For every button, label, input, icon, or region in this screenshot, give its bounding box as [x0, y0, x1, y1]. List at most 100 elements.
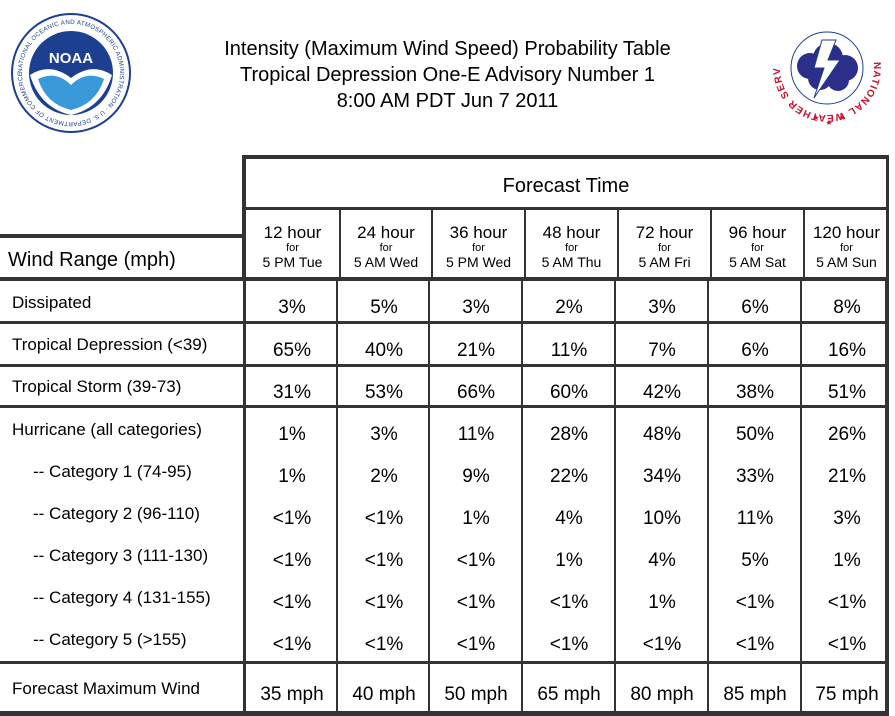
title-line-3: 8:00 AM PDT Jun 7 2011: [336, 90, 559, 112]
table-cell: 50 mph: [444, 684, 508, 705]
table-cell: 80 mph: [630, 684, 694, 705]
column-date: 5 PM Wed: [445, 254, 512, 270]
table-cell: 11%: [457, 424, 495, 445]
column-date: 5 AM Fri: [638, 254, 691, 270]
header-divider: [246, 207, 886, 210]
table-cell: <1%: [827, 592, 867, 613]
column-date: 5 PM Tue: [262, 254, 323, 270]
table-cell: 5%: [370, 297, 398, 318]
title-line-1: Intensity (Maximum Wind Speed) Probabili…: [224, 38, 671, 60]
table-cell: 1%: [278, 424, 306, 445]
table-cell: 1%: [462, 508, 490, 529]
table-cell: <1%: [272, 592, 312, 613]
column-for: for: [658, 242, 671, 254]
table-cell: 85 mph: [723, 684, 787, 705]
column-header: 24 hour for 5 AM Wed: [341, 210, 431, 277]
table-cell: <1%: [364, 550, 404, 571]
column-for: for: [751, 242, 764, 254]
row-label: Dissipated: [12, 293, 92, 312]
column-hour: 96 hour: [728, 223, 787, 242]
table-cell: 65 mph: [537, 684, 601, 705]
table-cell: 11%: [550, 340, 588, 361]
column-header: 48 hour for 5 AM Thu: [526, 210, 617, 277]
table-cell: 31%: [272, 382, 312, 403]
table-cell: 2%: [555, 297, 583, 318]
table-cell: 21%: [456, 340, 496, 361]
table-cell: 53%: [364, 382, 404, 403]
table-cell: 8%: [833, 297, 861, 318]
wind-range-label: Wind Range (mph): [8, 249, 176, 271]
nws-logo: NATIONAL WEATHER SERVICE: [766, 0, 885, 133]
table-cell: 3%: [462, 297, 490, 318]
row-label: -- Category 3 (111-130): [33, 546, 209, 565]
table-cell: 16%: [827, 340, 867, 361]
column-date: 5 AM Thu: [541, 254, 602, 270]
column-separator: [431, 210, 433, 277]
table-cell: 26%: [827, 424, 867, 445]
table-cell: <1%: [364, 508, 404, 529]
row-label: -- Category 5 (>155): [33, 630, 187, 649]
noaa-logo: NATIONAL OCEANIC AND ATMOSPHERIC ADMINIS…: [10, 12, 132, 134]
column-date: 5 AM Sat: [729, 254, 786, 270]
table-cell: 1%: [648, 592, 676, 613]
row-separator: [0, 364, 889, 367]
table-cell: 40%: [364, 340, 404, 361]
table-cell: <1%: [549, 592, 589, 613]
column-line: [336, 281, 338, 716]
table-cell: <1%: [549, 634, 589, 655]
table-bottom-border: [0, 711, 889, 716]
column-separator: [617, 210, 619, 277]
row-label: -- Category 1 (74-95): [33, 462, 192, 481]
table-cell: 22%: [549, 466, 589, 487]
column-header: 96 hour for 5 AM Sat: [712, 210, 803, 277]
column-line: [800, 281, 802, 716]
table-cell: 42%: [642, 382, 682, 403]
table-cell: 51%: [827, 382, 867, 403]
column-hour: 24 hour: [357, 223, 415, 242]
table-cell: <1%: [272, 550, 312, 571]
table-cell: 3%: [370, 424, 398, 445]
column-separator: [524, 210, 526, 277]
table-cell: 7%: [648, 340, 676, 361]
table-cell: 21%: [827, 466, 867, 487]
table-cell: 65%: [272, 340, 312, 361]
table-cell: 38%: [735, 382, 775, 403]
table-cell: <1%: [735, 634, 775, 655]
table-cell: 35 mph: [260, 684, 324, 705]
table-cell: <1%: [456, 550, 496, 571]
column-hour: 120 hour: [812, 223, 881, 242]
column-separator: [710, 210, 712, 277]
column-line: [428, 281, 430, 716]
table-cell: <1%: [642, 634, 682, 655]
row-label: Forecast Maximum Wind: [12, 679, 200, 698]
table-cell: <1%: [827, 634, 867, 655]
column-line: [243, 281, 246, 716]
column-header: 72 hour for 5 AM Fri: [619, 210, 710, 277]
table-cell: 11%: [736, 508, 774, 529]
column-hour: 72 hour: [635, 223, 694, 242]
wind-range-header: Wind Range (mph): [0, 234, 246, 281]
table-cell: <1%: [364, 634, 404, 655]
column-for: for: [286, 242, 299, 254]
row-label: Tropical Depression (<39): [12, 335, 208, 354]
row-label: -- Category 2 (96-110): [33, 504, 200, 523]
table-cell: <1%: [272, 508, 312, 529]
table-cell: 6%: [741, 340, 769, 361]
row-label: Tropical Storm (39-73): [12, 377, 182, 396]
table-cell: 1%: [555, 550, 583, 571]
table-cell: 3%: [278, 297, 306, 318]
table-cell: 40 mph: [352, 684, 416, 705]
column-line: [707, 281, 709, 716]
table-cell: 3%: [833, 508, 861, 529]
column-for: for: [840, 242, 853, 254]
table-cell: <1%: [735, 592, 775, 613]
table-body: [0, 281, 889, 716]
table-cell: 4%: [555, 508, 583, 529]
table-cell: 60%: [549, 382, 589, 403]
column-date: 5 AM Wed: [353, 254, 419, 270]
column-for: for: [379, 242, 393, 254]
page-title: Intensity (Maximum Wind Speed) Probabili…: [160, 36, 735, 114]
table-cell: 75 mph: [815, 684, 879, 705]
table-cell: 3%: [648, 297, 676, 318]
table-cell: 50%: [735, 424, 775, 445]
